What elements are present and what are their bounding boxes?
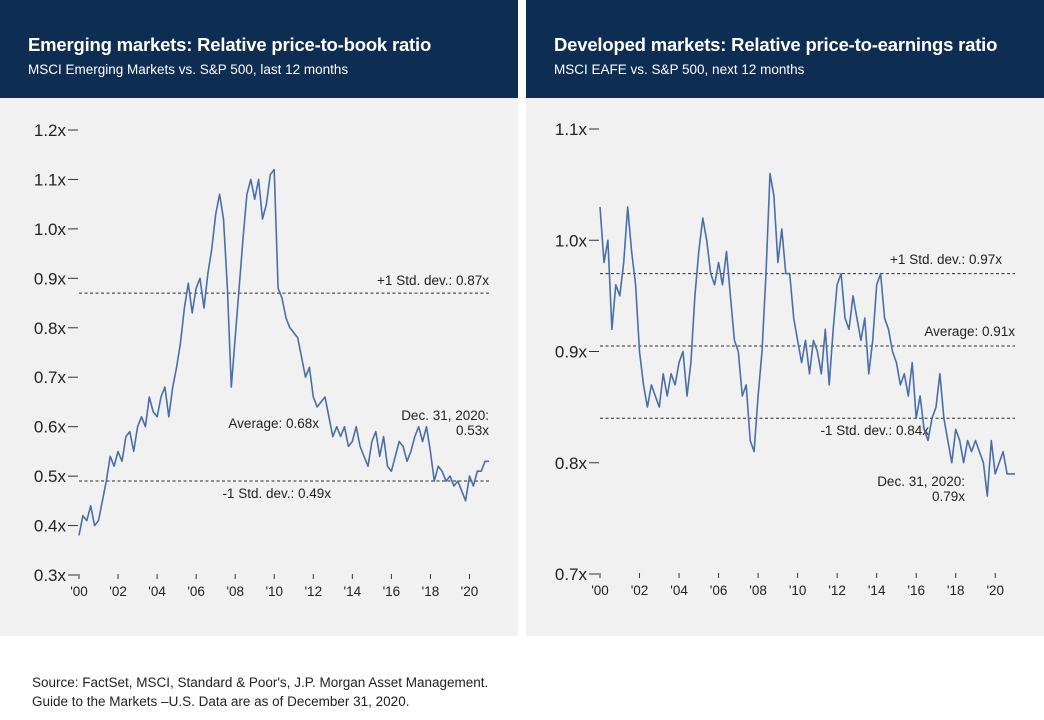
y-tick-label: 0.8x: [34, 319, 67, 338]
source-line: Guide to the Markets –U.S. Data are as o…: [32, 694, 410, 709]
source-line: Source: FactSet, MSCI, Standard & Poor's…: [32, 675, 489, 690]
annotation-label: Dec. 31, 2020:: [401, 408, 489, 423]
y-tick-label: 0.4x: [34, 517, 67, 536]
x-tick-label: '02: [631, 583, 649, 598]
y-tick-label: 1.2x: [34, 121, 67, 140]
source-note: Source: FactSet, MSCI, Standard & Poor's…: [32, 673, 488, 711]
annotation-label: Dec. 31, 2020:: [877, 474, 965, 489]
chart-title: Developed markets: Relative price-to-ear…: [554, 34, 998, 55]
x-tick-label: '12: [828, 583, 846, 598]
x-tick-label: '04: [670, 583, 688, 598]
x-tick-label: '14: [344, 584, 362, 599]
reference-line-label: +1 Std. dev.: 0.97x: [890, 252, 1002, 267]
x-tick-label: '12: [304, 584, 322, 599]
annotation-label: 0.79x: [932, 489, 965, 504]
x-tick-label: '16: [383, 584, 401, 599]
x-tick-label: '02: [109, 584, 127, 599]
y-tick-label: 0.7x: [34, 368, 67, 387]
chart-header: Developed markets: Relative price-to-ear…: [526, 0, 1044, 98]
y-tick-label: 0.8x: [555, 454, 588, 473]
chart-title: Emerging markets: Relative price-to-book…: [28, 34, 432, 55]
series-line: [78, 168, 489, 536]
y-tick-label: 0.6x: [34, 418, 67, 437]
annotation-label: Average: 0.68x: [228, 416, 319, 431]
x-tick-label: '06: [710, 583, 728, 598]
y-tick-label: 1.0x: [34, 220, 67, 239]
reference-line-label: -1 Std. dev.: 0.84x: [820, 423, 929, 438]
x-tick-label: '10: [789, 583, 807, 598]
chart-subtitle: MSCI Emerging Markets vs. S&P 500, last …: [28, 62, 349, 77]
x-tick-label: '08: [226, 584, 244, 599]
y-tick-label: 1.1x: [555, 120, 588, 139]
y-tick-label: 0.3x: [34, 566, 67, 585]
x-tick-label: '20: [461, 584, 479, 599]
x-tick-label: '18: [422, 584, 440, 599]
chart-developed-markets: 0.7x 0.8x 0.9x 1.0x 1.1x '00 '02 '04 '06 '08 '10 '1…: [555, 120, 1015, 598]
y-tick-label: 1.0x: [555, 231, 588, 250]
chart-panel-developed: Developed markets: Relative price-to-ear…: [526, 0, 1044, 636]
x-tick-label: '04: [148, 584, 166, 599]
x-tick-label: '00: [70, 584, 88, 599]
y-tick-label: 1.1x: [34, 170, 67, 189]
chart-header: Emerging markets: Relative price-to-book…: [0, 0, 518, 98]
y-tick-label: 0.5x: [34, 467, 67, 486]
annotation-label: 0.53x: [456, 423, 489, 438]
x-tick-label: '10: [265, 584, 283, 599]
y-tick-label: 0.9x: [555, 343, 588, 362]
x-tick-label: '06: [187, 584, 205, 599]
reference-line-label: Average: 0.91x: [924, 324, 1015, 339]
x-tick-label: '16: [907, 583, 925, 598]
y-tick-label: 0.9x: [34, 269, 67, 288]
chart-panel-emerging: Emerging markets: Relative price-to-book…: [0, 0, 518, 636]
x-tick-label: '20: [986, 583, 1004, 598]
x-tick-label: '14: [868, 583, 886, 598]
reference-line-label: -1 Std. dev.: 0.49x: [222, 486, 331, 501]
chart-emerging-markets: 0.3x 0.4x 0.5x 0.6x 0.7x 0.8x 0.9x 1.0x 1.1x 1.2x…: [34, 121, 489, 599]
series-line: [599, 172, 1015, 497]
reference-line-label: +1 Std. dev.: 0.87x: [377, 273, 489, 288]
chart-subtitle: MSCI EAFE vs. S&P 500, next 12 months: [554, 62, 805, 77]
x-tick-label: '08: [749, 583, 767, 598]
y-tick-label: 0.7x: [555, 565, 588, 584]
x-tick-label: '18: [947, 583, 965, 598]
x-tick-label: '00: [591, 583, 609, 598]
